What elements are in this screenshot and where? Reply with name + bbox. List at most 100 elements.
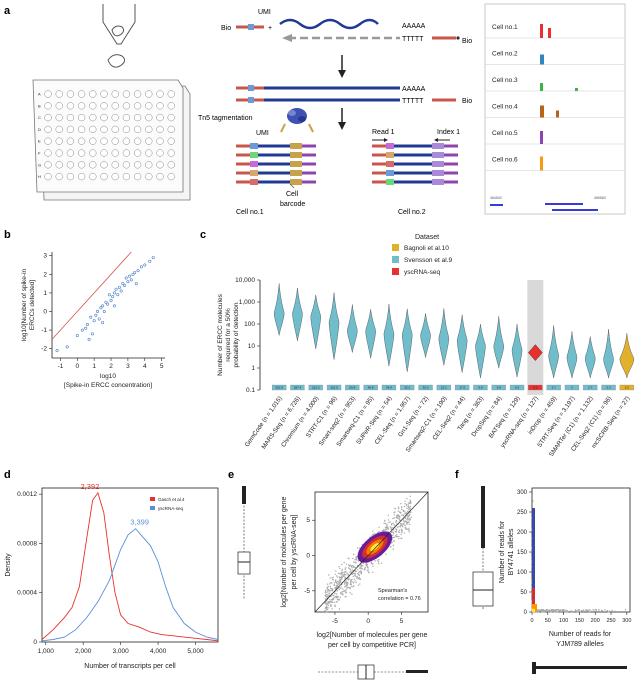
y-tick-label: 250 <box>517 510 528 516</box>
data-point <box>538 609 540 611</box>
data-point <box>372 565 374 567</box>
data-point <box>338 598 340 600</box>
y-tick-label: 300 <box>517 490 528 496</box>
umi-segment <box>250 179 258 185</box>
violin-18 <box>603 329 614 379</box>
polyT-label-2: TTTTT <box>402 98 424 105</box>
data-point <box>351 567 353 569</box>
violin-11 <box>475 324 486 379</box>
umi-segment <box>250 170 258 176</box>
data-point <box>378 526 380 528</box>
data-point <box>406 520 408 523</box>
plate-row-label: F <box>38 151 41 156</box>
median-label: 9.8 <box>478 386 483 390</box>
data-point <box>344 568 346 570</box>
data-point <box>390 523 393 525</box>
data-point <box>327 602 329 605</box>
data-point <box>84 326 88 330</box>
x-tick-label: 4,000 <box>150 648 167 655</box>
data-point <box>539 609 541 611</box>
boxplot-outliers <box>406 670 428 673</box>
plate-well <box>145 125 153 134</box>
legend-swatch <box>150 497 155 501</box>
data-point <box>331 598 333 601</box>
panel-d: 1,000 2,000 3,000 4,000 5,000 0 0.0004 0.0008 0.… <box>5 482 219 670</box>
data-point <box>344 581 346 583</box>
data-point <box>397 507 400 510</box>
coverage-peak <box>575 88 578 91</box>
median-box <box>546 384 561 391</box>
data-point <box>333 582 336 584</box>
plate-well <box>122 125 131 134</box>
y-tick-label: 1 <box>43 290 47 297</box>
data-point <box>335 575 338 577</box>
y-tick-label: 0 <box>43 309 47 316</box>
data-point <box>136 269 140 273</box>
data-point <box>343 583 346 585</box>
plate-row-label: D <box>38 127 41 132</box>
track-label: Cell no.6 <box>492 157 518 164</box>
plate-well <box>66 90 75 98</box>
plate-well <box>66 113 75 122</box>
umi-segment <box>386 161 394 167</box>
data-point <box>347 567 350 569</box>
plate-well <box>44 90 52 98</box>
data-point <box>356 575 358 578</box>
data-point <box>398 525 400 528</box>
coverage-peak <box>540 54 544 65</box>
data-point <box>348 576 350 578</box>
umi-label-2: UMI <box>256 130 269 137</box>
plate-well <box>66 125 75 134</box>
data-point <box>344 586 346 588</box>
data-point <box>371 563 373 565</box>
plate-well <box>66 149 75 157</box>
data-point <box>326 588 328 590</box>
data-point <box>330 590 332 592</box>
data-point <box>336 598 339 600</box>
data-point <box>338 581 340 584</box>
data-point <box>387 519 390 521</box>
data-point <box>354 559 356 561</box>
median-label: 2.5 <box>625 386 630 390</box>
data-point <box>330 601 333 603</box>
legend-entry: Gasch et al.4 <box>158 497 185 502</box>
cell-barcode-label-2: barcode <box>280 201 305 208</box>
data-point <box>354 573 357 575</box>
data-point <box>387 527 389 529</box>
umi-segment <box>386 143 394 149</box>
data-point <box>333 598 335 601</box>
plate-well <box>145 90 153 98</box>
x-tick-label: 4 <box>143 363 147 370</box>
data-point <box>406 498 408 500</box>
data-point <box>392 533 395 535</box>
data-point <box>55 349 59 353</box>
plate-well <box>77 113 86 122</box>
data-point <box>143 263 147 267</box>
data-point <box>124 276 128 280</box>
arrow-left-icon <box>282 34 292 42</box>
data-point <box>326 596 329 598</box>
median-box <box>528 384 543 391</box>
data-point <box>324 589 327 592</box>
index1-label: Index 1 <box>437 129 460 136</box>
data-point <box>332 601 334 604</box>
y-tick-label: -1 <box>41 327 47 334</box>
y-axis-label-2: per cell by yscRNA-seq] <box>291 515 298 590</box>
data-point <box>384 527 387 529</box>
plate-row-label: A <box>38 92 41 97</box>
data-point <box>396 514 398 517</box>
y-tick-label: 0.1 <box>246 387 255 394</box>
data-point <box>392 544 395 547</box>
plate-well <box>89 102 97 110</box>
data-point <box>139 265 143 269</box>
cell-barcode-segment <box>432 152 444 158</box>
plate-well <box>100 113 108 122</box>
plate-well <box>89 137 97 145</box>
data-point <box>107 293 111 297</box>
data-point <box>366 569 369 571</box>
data-point <box>398 531 400 534</box>
plate-well <box>100 172 108 181</box>
data-point <box>360 565 363 567</box>
data-point <box>75 334 79 338</box>
coverage-peak <box>556 110 559 118</box>
